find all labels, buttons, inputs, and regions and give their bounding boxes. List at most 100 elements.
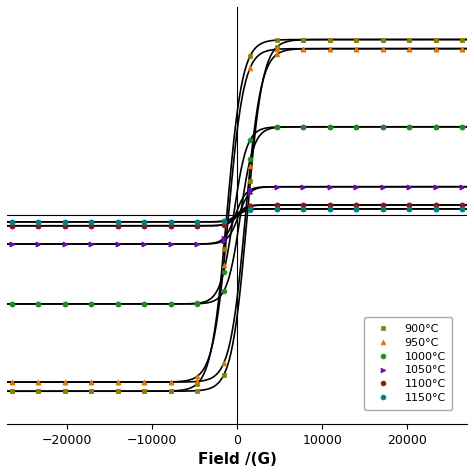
1050°C [115,241,120,247]
1100°C [221,221,227,227]
1050°C [380,184,386,190]
1150°C [433,206,439,212]
950°C [301,46,306,52]
1100°C [9,223,14,228]
900°C [221,246,227,252]
1000°C [168,301,173,307]
1100°C [35,223,41,228]
1100°C [62,223,67,228]
950°C [460,46,465,52]
900°C [407,36,412,42]
950°C [141,379,147,385]
900°C [194,381,200,386]
1100°C [88,223,94,228]
950°C [380,46,386,52]
1050°C [194,241,200,247]
1050°C [168,241,173,247]
1050°C [301,184,306,190]
950°C [354,46,359,52]
1000°C [88,301,94,307]
950°C [168,379,173,385]
950°C [88,379,94,385]
Line: 1150°C: 1150°C [9,206,465,224]
900°C [115,388,120,394]
1000°C [380,124,386,129]
1000°C [247,137,253,143]
1150°C [380,206,386,212]
1050°C [88,241,94,247]
X-axis label: Field /(G): Field /(G) [198,452,276,467]
1150°C [274,206,280,212]
950°C [194,374,200,379]
900°C [88,388,94,394]
1100°C [115,223,120,228]
1150°C [247,207,253,212]
900°C [141,388,147,394]
950°C [35,379,41,385]
900°C [433,36,439,42]
1100°C [460,202,465,208]
1100°C [168,223,173,228]
Line: 1050°C: 1050°C [9,184,465,246]
1000°C [274,124,280,130]
1000°C [62,301,67,307]
1050°C [221,235,227,241]
1000°C [221,269,227,274]
900°C [9,388,14,394]
1100°C [194,223,200,228]
1000°C [9,301,14,307]
1050°C [62,241,67,247]
950°C [62,379,67,385]
1100°C [354,202,359,208]
900°C [247,53,253,58]
1150°C [88,219,94,225]
950°C [274,46,280,52]
950°C [327,46,333,52]
900°C [460,36,465,42]
900°C [274,37,280,43]
Legend: 900°C, 950°C, 1000°C, 1050°C, 1100°C, 1150°C: 900°C, 950°C, 1000°C, 1050°C, 1100°C, 11… [365,317,452,410]
1050°C [9,241,14,247]
1000°C [327,124,333,129]
1100°C [274,202,280,208]
1000°C [460,124,465,129]
1000°C [115,301,120,307]
950°C [433,46,439,52]
1150°C [115,219,120,225]
1150°C [141,219,147,225]
1100°C [247,203,253,209]
1050°C [247,187,253,193]
1100°C [380,202,386,208]
1050°C [141,241,147,247]
1150°C [194,219,200,225]
950°C [221,262,227,268]
900°C [168,388,173,394]
Line: 1000°C: 1000°C [9,124,465,306]
1150°C [327,206,333,212]
1000°C [141,301,147,307]
1000°C [35,301,41,307]
950°C [407,46,412,52]
1000°C [194,301,200,306]
1100°C [433,202,439,208]
1050°C [354,184,359,190]
1000°C [433,124,439,129]
1150°C [62,219,67,225]
Line: 900°C: 900°C [9,37,465,393]
900°C [301,36,306,42]
1150°C [221,218,227,224]
1050°C [433,184,439,190]
1150°C [407,206,412,212]
1150°C [168,219,173,225]
1100°C [301,202,306,208]
900°C [35,388,41,394]
1150°C [460,206,465,212]
1100°C [407,202,412,208]
950°C [247,64,253,70]
950°C [9,379,14,385]
1050°C [274,184,280,190]
900°C [380,36,386,42]
1050°C [407,184,412,190]
950°C [115,379,120,385]
1000°C [354,124,359,129]
